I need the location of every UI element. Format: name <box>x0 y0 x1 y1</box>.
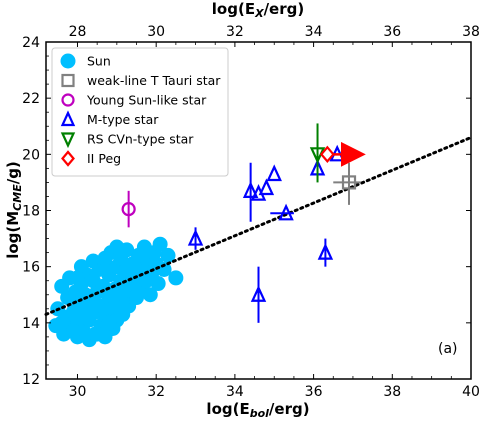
sun-point <box>152 236 168 252</box>
legend-label-ii-peg: II Peg <box>87 151 121 166</box>
y-tick-label: 22 <box>22 91 40 107</box>
legend-marker-young-sun-like-star <box>61 93 75 107</box>
sun-point <box>81 298 97 314</box>
legend: Sun weak-line T Tauri star Young Sun-like … <box>51 47 229 177</box>
m-type-star-point <box>317 243 334 260</box>
m-type-star-point <box>266 164 282 182</box>
m-type-star-point <box>242 181 259 198</box>
sun-point <box>113 301 129 317</box>
y-tick-label: 16 <box>22 260 40 276</box>
legend-box <box>51 47 229 177</box>
sun-point <box>97 250 113 266</box>
sun-point <box>142 287 158 303</box>
legend-label-sun: Sun <box>87 54 111 69</box>
x-tick-label-bottom: 32 <box>147 384 165 400</box>
y-tick-label: 24 <box>22 35 40 51</box>
sun-point <box>121 261 137 277</box>
legend-marker-ii-peg <box>61 150 75 167</box>
data-layer <box>44 123 473 348</box>
m-type-star-point <box>187 228 204 246</box>
sun-point <box>156 261 172 277</box>
x-tick-label-bottom: 34 <box>226 384 244 400</box>
y-tick-label: 12 <box>22 372 40 388</box>
legend-label-young-sun-like-star: Young Sun-like star <box>86 93 207 108</box>
x-tick-label-top: 38 <box>462 24 480 40</box>
sun-point <box>101 315 117 331</box>
sun-point <box>129 290 145 306</box>
sun-point <box>150 276 166 292</box>
weak-line-t-tauri-star-point <box>341 175 357 190</box>
legend-marker-m-type-star <box>60 110 76 127</box>
sun-point <box>168 270 184 286</box>
sun-point <box>54 315 70 331</box>
y-tick-label: 18 <box>22 204 40 220</box>
x-tick-label-top: 36 <box>383 24 401 40</box>
sun-point <box>109 239 125 255</box>
x-axis-label-bottom: log(Ebol/erg) <box>206 400 309 420</box>
legend-label-rs-cvn-type-star: RS CVn-type star <box>87 132 194 147</box>
x-tick-label-top: 34 <box>305 24 323 40</box>
x-tick-label-top: 28 <box>69 24 87 40</box>
x-tick-label-bottom: 38 <box>383 384 401 400</box>
legend-marker-weak-line-t-tauri-star <box>61 73 75 88</box>
legend-label-m-type-star: M-type star <box>87 112 159 127</box>
sun-point <box>69 270 85 286</box>
y-tick-label: 14 <box>22 316 40 332</box>
fit-line <box>44 135 473 316</box>
x-axis-label-top: log(EX/erg) <box>212 0 304 20</box>
sun-point <box>89 326 105 342</box>
y-axis-label: log(MCME/g) <box>4 161 24 259</box>
m-type-star-point <box>250 285 267 302</box>
panel-label: (a) <box>438 341 458 357</box>
x-tick-label-top: 32 <box>226 24 244 40</box>
ii-peg-point <box>319 145 335 164</box>
sun-point <box>160 247 176 263</box>
legend-label-weak-line-t-tauri-star: weak-line T Tauri star <box>87 73 221 88</box>
legend-marker-sun <box>60 53 76 69</box>
sun-point <box>66 323 82 339</box>
ticks-layer: 30 32 34 36 38 40 28 30 32 34 36 38 12 14 16 18 20 22 24 <box>22 24 480 400</box>
x-tick-label-bottom: 30 <box>69 384 87 400</box>
m-type-star-point <box>278 203 294 221</box>
x-tick-label-top: 30 <box>147 24 165 40</box>
y-tick-label: 20 <box>22 147 40 163</box>
x-tick-label-bottom: 36 <box>305 384 323 400</box>
m-type-star-point <box>258 178 275 196</box>
x-tick-label-bottom: 40 <box>462 384 480 400</box>
legend-marker-rs-cvn-type-star <box>60 132 76 149</box>
young-sun-like-star-point <box>121 201 136 217</box>
